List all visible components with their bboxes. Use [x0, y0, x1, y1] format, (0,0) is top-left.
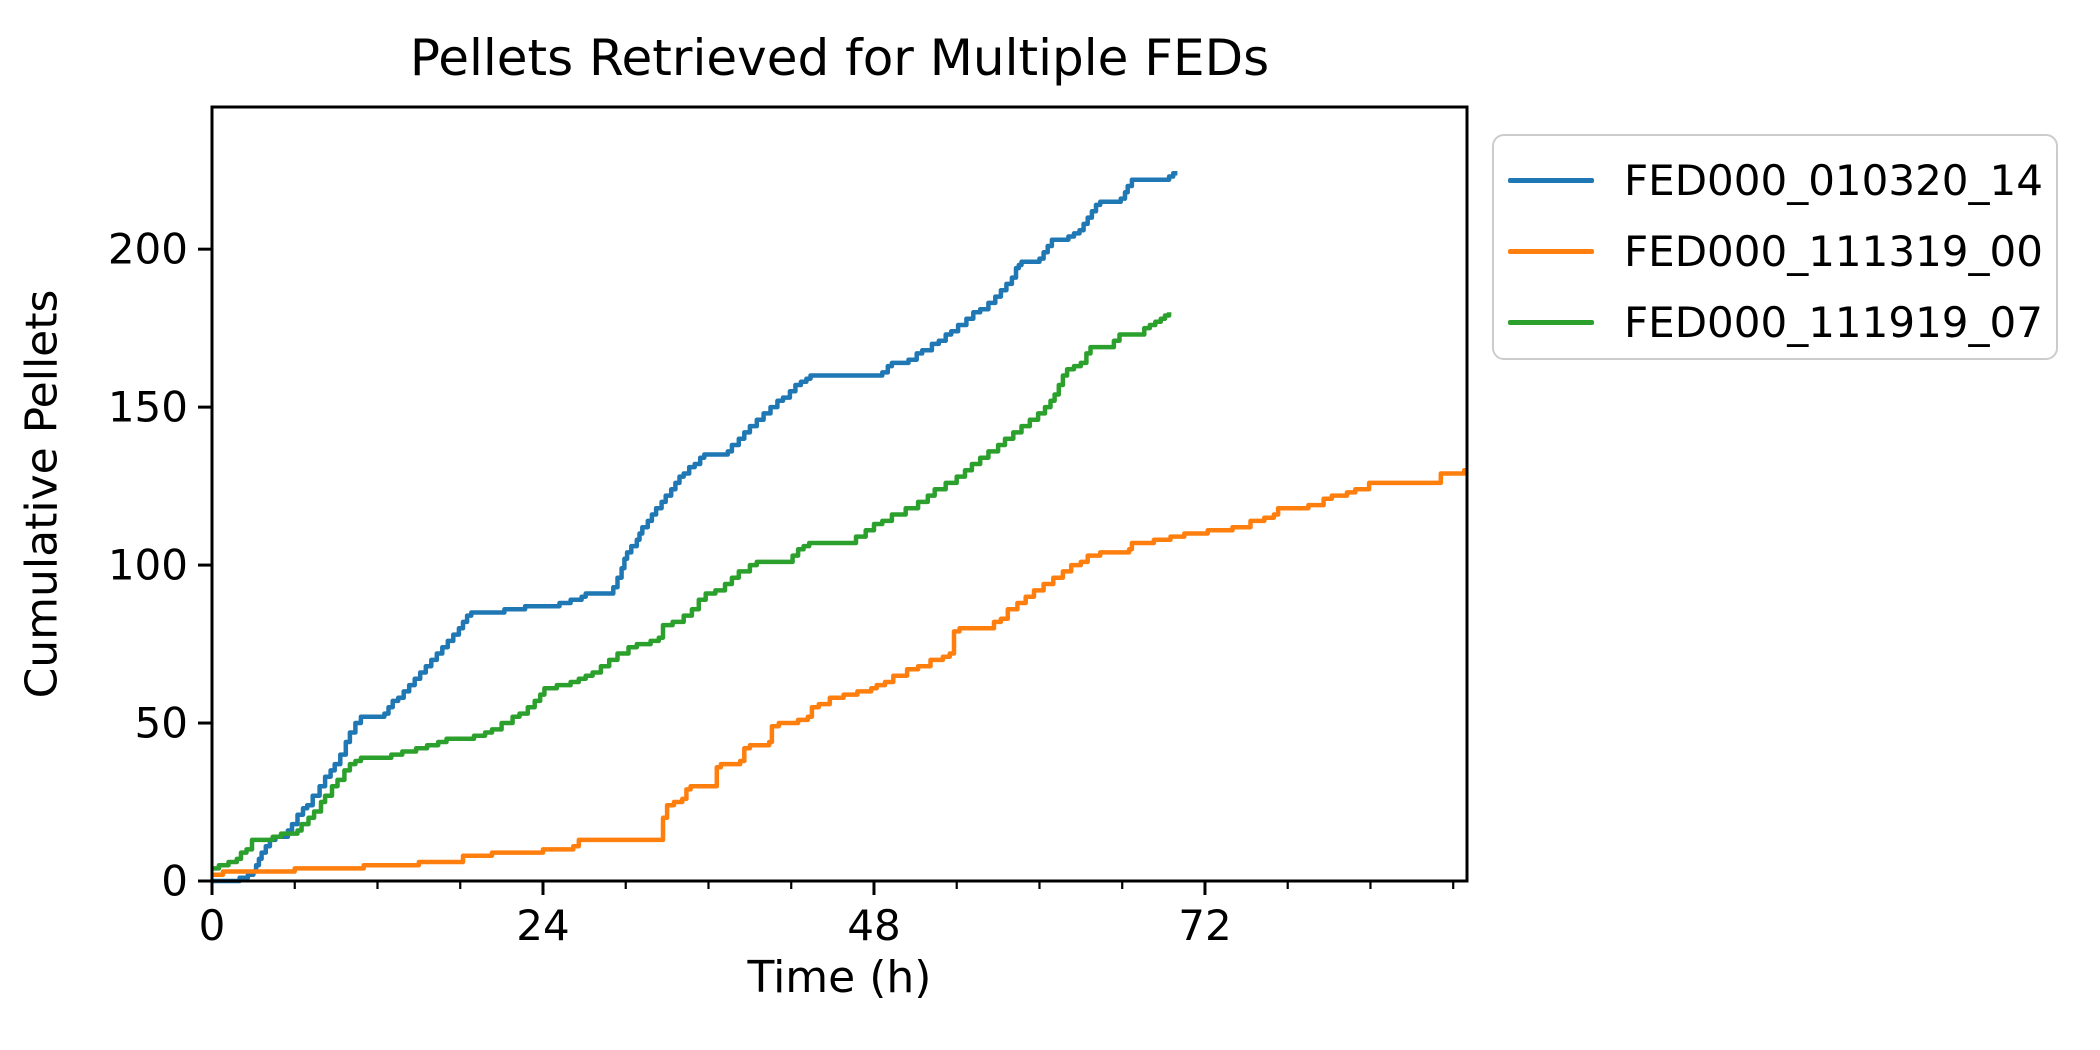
y-tick-label: 150: [108, 383, 188, 432]
y-tick-label: 50: [135, 699, 188, 748]
series-line-FED000_111319_00: [212, 468, 1467, 877]
legend-item: FED000_111919_07: [1508, 287, 2056, 357]
x-axis-label: Time (h): [747, 952, 932, 1003]
legend-line-swatch: [1508, 177, 1594, 183]
x-tick-label: 48: [847, 901, 900, 950]
legend-label: FED000_111919_07: [1624, 297, 2043, 347]
y-tick-label: 200: [108, 225, 188, 274]
legend-label: FED000_111319_00: [1624, 226, 2043, 276]
y-tick-label: 0: [161, 857, 188, 906]
legend-item: FED000_111319_00: [1508, 216, 2056, 286]
x-tick-label: 0: [199, 901, 226, 950]
chart-title: Pellets Retrieved for Multiple FEDs: [409, 29, 1270, 87]
legend-item: FED000_010320_14: [1508, 145, 2056, 215]
series-line-FED000_111919_07: [212, 312, 1172, 871]
legend-line-swatch: [1508, 248, 1594, 254]
axes-spines: [210, 105, 1469, 883]
y-tick-label: 100: [108, 541, 188, 590]
x-tick-label: 72: [1178, 901, 1231, 950]
legend-line-swatch: [1508, 319, 1594, 325]
legend: FED000_010320_14 FED000_111319_00 FED000…: [1492, 134, 2058, 360]
x-tick-label: 24: [516, 901, 569, 950]
legend-label: FED000_010320_14: [1624, 155, 2043, 205]
series-line-FED000_010320_14: [212, 171, 1178, 884]
